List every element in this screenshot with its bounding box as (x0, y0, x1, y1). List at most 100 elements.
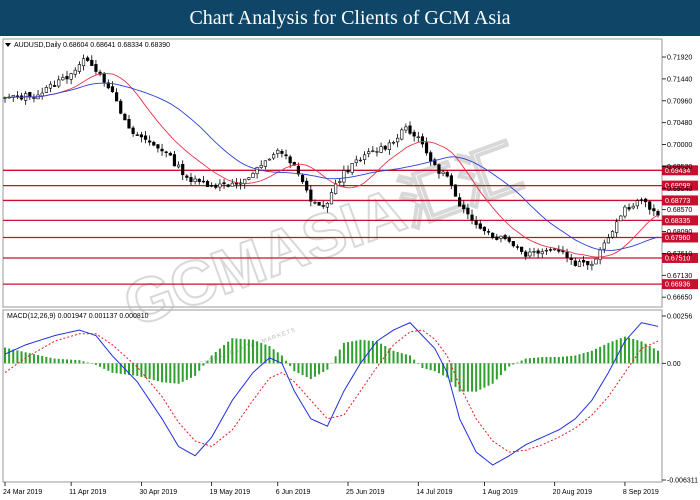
candle-body-46 (193, 178, 197, 183)
candle-body-149 (619, 215, 623, 222)
candle-body-155 (644, 198, 648, 203)
candle-body-140 (582, 260, 586, 263)
x-tick-label-9: 8 Sep 2019 (623, 489, 659, 496)
candle-body-117 (486, 231, 491, 233)
candle-body-141 (586, 261, 590, 266)
price-tick-label-9: 0.67610 (667, 251, 692, 258)
x-tick-label-3: 19 May 2019 (210, 489, 251, 496)
candle-body-44 (185, 175, 189, 178)
candle-body-102 (424, 142, 429, 154)
candle-body-157 (652, 208, 656, 212)
candle-body-16 (69, 73, 73, 80)
candle-body-129 (536, 250, 540, 254)
candle-body-101 (420, 136, 425, 145)
candle-body-36 (152, 141, 156, 146)
price-tick-label-8: 0.68090 (667, 229, 692, 236)
candle-body-86 (358, 159, 363, 162)
candle-body-154 (639, 199, 644, 201)
ma-slow-line (4, 82, 659, 251)
candle-body-115 (478, 223, 482, 229)
x-tick-label-5: 25 Jun 2019 (346, 489, 385, 496)
chart-banner: Chart Analysis for Clients of GCM Asia (0, 0, 700, 36)
candle-body-40 (168, 152, 172, 156)
candle-body-116 (482, 226, 487, 232)
candle-body-76 (317, 202, 321, 206)
x-tick-label-7: 1 Aug 2019 (482, 489, 518, 496)
candle-body-27 (114, 92, 119, 102)
candle-body-53 (222, 182, 226, 185)
candle-body-50 (210, 185, 214, 187)
candle-body-146 (606, 237, 611, 244)
candle-body-48 (201, 180, 205, 183)
x-tick-label-6: 14 Jul 2019 (416, 489, 452, 496)
candle-body-60 (251, 173, 255, 178)
candle-body-68 (284, 154, 288, 157)
candle-body-79 (329, 192, 334, 205)
candle-body-145 (602, 242, 606, 250)
candle-body-33 (139, 134, 143, 138)
candle-body-73 (305, 180, 309, 191)
candle-body-62 (259, 164, 263, 168)
candle-body-111 (462, 204, 466, 210)
level-label-bg-4 (662, 232, 698, 243)
candle-body-108 (449, 175, 453, 186)
candle-body-71 (296, 165, 301, 175)
candle-body-138 (573, 260, 577, 266)
candle-body-32 (135, 134, 139, 136)
candle-body-97 (404, 126, 408, 131)
candle-body-7 (32, 97, 36, 99)
candle-body-85 (354, 159, 358, 163)
candle-body-34 (143, 135, 148, 140)
candle-body-99 (412, 131, 416, 137)
candle-body-52 (218, 183, 222, 188)
candle-body-156 (648, 201, 652, 210)
candle-body-119 (495, 236, 499, 240)
candle-body-114 (474, 220, 478, 225)
candle-body-153 (635, 200, 639, 207)
candle-body-31 (131, 127, 135, 134)
macd-header: MACD(12,26,9) 0.001947 0.001137 0.000810 (7, 313, 149, 320)
candle-body-9 (40, 92, 44, 97)
candle-body-112 (466, 207, 470, 215)
candle-body-24 (102, 72, 106, 83)
x-tick-label-2: 30 Apr 2019 (139, 489, 177, 496)
candle-body-143 (594, 258, 598, 265)
candle-body-90 (375, 151, 379, 153)
candle-body-123 (511, 241, 515, 247)
candle-body-147 (610, 231, 615, 238)
candle-body-144 (598, 249, 602, 260)
candle-body-22 (94, 64, 98, 72)
level-label-bg-1 (662, 180, 698, 191)
macd-panel: 0.00256 0.00 -0.006311 24 Mar 2019 11 Apr 20… (3, 314, 698, 496)
candle-body-12 (52, 85, 57, 87)
level-label-4: 0.67960 (665, 235, 690, 242)
candle-body-37 (156, 144, 160, 149)
candle-body-84 (350, 163, 354, 173)
candle-body-152 (631, 205, 635, 209)
candle-body-130 (540, 251, 544, 255)
candle-body-136 (565, 252, 569, 258)
x-tick-label-0: 24 Mar 2019 (3, 489, 42, 496)
price-tick-label-10: 0.67130 (667, 273, 692, 280)
macd-panel-frame (2, 309, 663, 483)
candle-body-21 (90, 59, 94, 66)
candle-body-106 (441, 171, 445, 174)
candle-body-105 (437, 164, 441, 174)
candle-body-96 (400, 129, 404, 140)
candle-body-131 (544, 249, 549, 252)
candle-body-55 (230, 182, 234, 187)
candle-body-91 (379, 146, 383, 153)
candle-body-92 (383, 145, 387, 150)
level-label-6: 0.66936 (665, 282, 690, 289)
candle-body-25 (106, 82, 110, 89)
ma-fast-line (4, 73, 659, 258)
candle-body-88 (367, 151, 371, 154)
candle-body-118 (491, 232, 495, 239)
price-tick-label-5: 0.69520 (667, 164, 692, 171)
candle-body-41 (172, 154, 177, 167)
candle-body-93 (387, 142, 391, 150)
candle-body-100 (416, 136, 420, 138)
candle-body-38 (160, 148, 164, 152)
candle-body-98 (408, 125, 412, 134)
candle-body-72 (300, 174, 305, 183)
